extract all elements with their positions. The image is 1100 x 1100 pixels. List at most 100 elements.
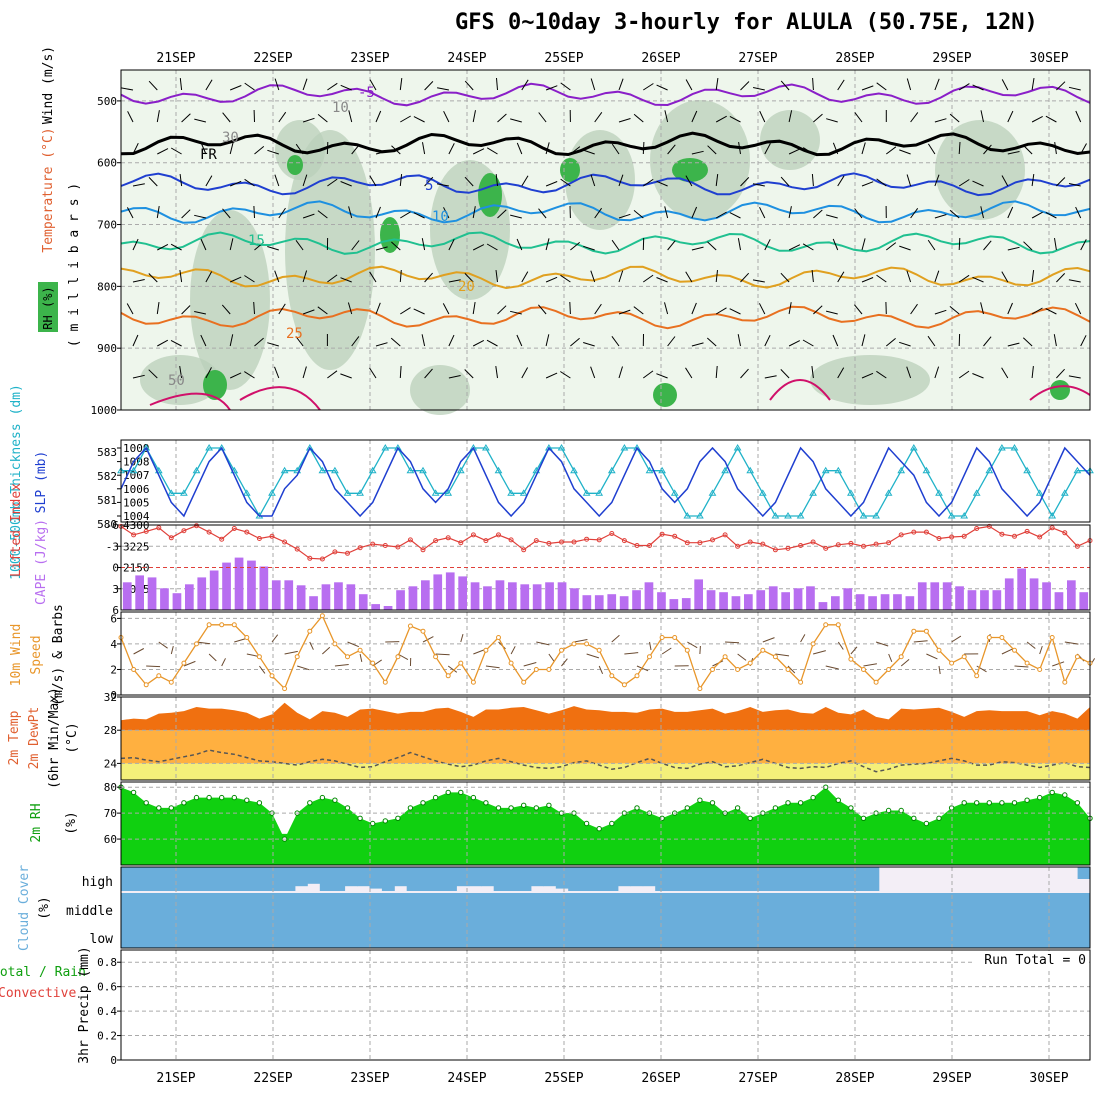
wind-barb (560, 371, 571, 379)
wind-barb (442, 303, 450, 315)
precip-ytick-1: 0.6 (97, 981, 117, 994)
wind-barb (972, 180, 984, 187)
wind10m-barb (435, 653, 450, 656)
rh2m-point (130, 789, 137, 796)
wind10m-barb (473, 649, 486, 655)
rh2m-point (256, 800, 263, 806)
cloud-high-bar (208, 867, 221, 891)
wind-barb (1068, 183, 1081, 187)
cape-bar (470, 582, 480, 610)
wind-barb (854, 208, 863, 219)
cape-bar (309, 596, 318, 610)
wind-barb (740, 272, 750, 283)
cape-bar (408, 586, 418, 610)
upper-ylabel-temp: Temperature (°C) (41, 127, 56, 252)
thickness-point (1010, 444, 1019, 451)
rh2m-point (797, 800, 804, 806)
wind-barb (1031, 78, 1035, 91)
rh2m-point (206, 794, 212, 801)
wind-barb (278, 207, 286, 219)
cape-ytick-1: 3225 (123, 540, 150, 553)
wind10m-barb (460, 633, 464, 643)
wind-barb (1007, 151, 1020, 155)
cloud-high-bar (816, 867, 830, 891)
cloud-high-bar (680, 867, 693, 891)
wind10m-barb (598, 665, 604, 674)
contour-label-4: 15 (248, 233, 265, 249)
wind-barb (1068, 86, 1081, 91)
wind-barb (854, 304, 863, 315)
wind10m-line (120, 614, 1091, 691)
cloud-high-bar (593, 867, 606, 891)
wind-barb (253, 301, 255, 315)
wind-barb (837, 271, 845, 283)
wind-ytick-3: 6 (110, 612, 117, 625)
li-point (194, 523, 199, 529)
cloud-high-bar (642, 867, 656, 887)
li-point (949, 534, 955, 540)
thickness-point (356, 489, 364, 496)
li-point (1024, 528, 1030, 534)
wind-barb (229, 142, 234, 155)
wind10m-point (722, 654, 728, 660)
wind-barb (949, 306, 960, 315)
rh2m-point (533, 805, 539, 811)
wind-barb (538, 304, 547, 315)
cape-bar (1054, 592, 1064, 610)
cloud-high-bar (617, 867, 631, 887)
wind-barb (317, 210, 328, 219)
thickness-point (784, 512, 792, 519)
wind-barb (691, 110, 698, 123)
rh2m-point (168, 805, 175, 811)
li-point (319, 556, 325, 562)
slp-ytick-5: 1004 (123, 510, 150, 523)
rh2m-point (357, 815, 363, 821)
wind10m-barb (347, 641, 359, 648)
wind-barb (229, 372, 242, 379)
wind-barb (583, 149, 595, 155)
wind-barb (707, 145, 717, 155)
wind-barb (302, 366, 307, 379)
wind-barb (274, 78, 280, 91)
wind10m-point (810, 641, 816, 647)
cloud-high-bar (866, 867, 880, 891)
cloud-high-bar (381, 867, 395, 891)
cloud-high-bar (468, 867, 482, 887)
cape-bar (992, 590, 1002, 610)
wind10m-point (1062, 679, 1068, 685)
li-point (382, 543, 388, 548)
wind-barb (302, 117, 315, 123)
wind-barb (399, 174, 403, 187)
x-tick-top-9: 30SEP (1029, 51, 1068, 66)
wind-barb (949, 113, 960, 123)
run-total-box (975, 951, 1089, 968)
wind-barb (618, 270, 624, 283)
wind10m-point (244, 635, 250, 640)
wind10m-barb (447, 665, 458, 673)
wind-barb (179, 78, 183, 91)
wind-barb (127, 111, 134, 123)
wind10m-barb (1039, 645, 1043, 655)
upper-ylabel-pressure: ( m i l l i b a r s ) (67, 183, 82, 347)
wind-barb (464, 80, 474, 91)
wind-barb (1056, 273, 1066, 283)
wind-barb (521, 271, 529, 283)
precip-ytick-4: 0 (110, 1054, 117, 1067)
wind-barb (375, 342, 388, 347)
wind-barb (351, 336, 360, 347)
cape-bar (570, 588, 579, 610)
wind-barb (132, 374, 145, 379)
wind10m-point (256, 654, 262, 660)
wind-barb (972, 84, 984, 91)
temp-contour-4 (120, 231, 1091, 255)
wind-barb (121, 87, 134, 91)
wind-barb (958, 370, 970, 379)
cape-bar (247, 560, 256, 610)
wind-barb (327, 178, 338, 187)
x-tick-bottom-2: 23SEP (350, 1071, 389, 1086)
cape-bar (781, 592, 790, 610)
contour-label-0: -5 (358, 85, 375, 101)
li-point (1037, 534, 1043, 540)
wind-barb (413, 212, 425, 219)
wind10m-point (382, 679, 388, 685)
